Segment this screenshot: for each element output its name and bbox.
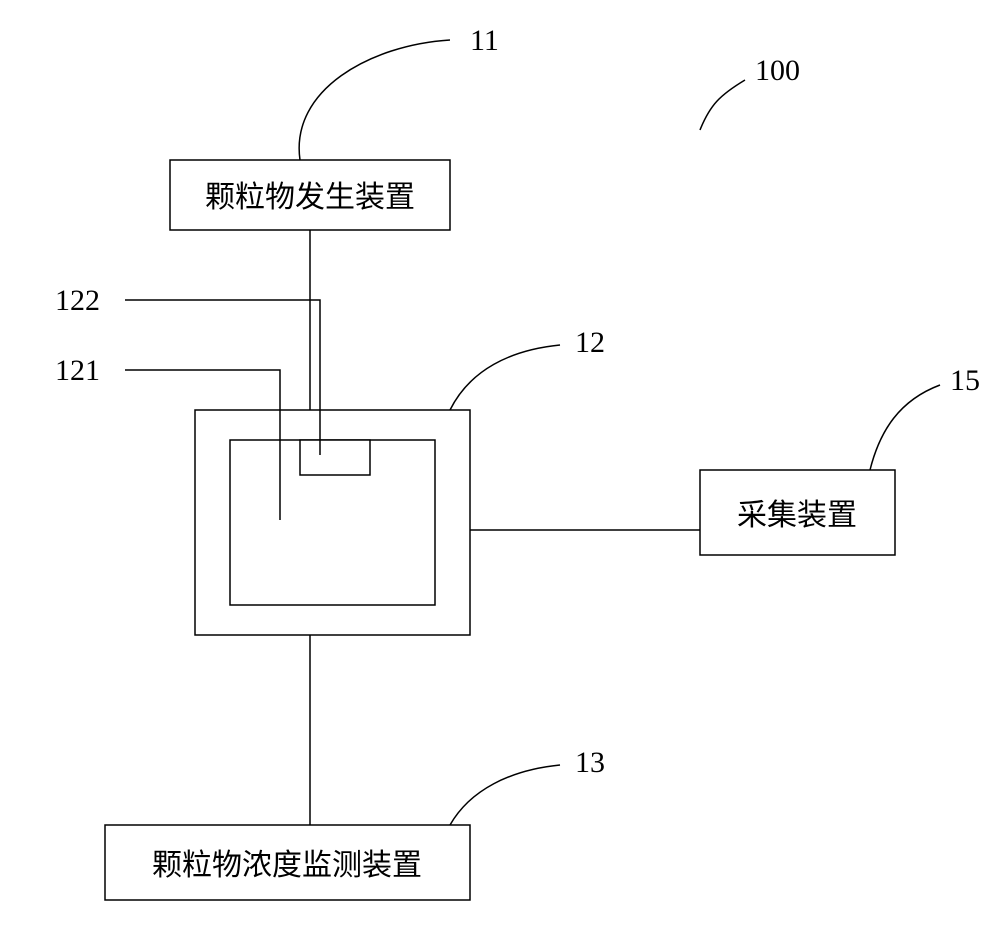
leader-121-label: 121 — [55, 354, 100, 387]
chamber-notch-box — [300, 440, 370, 475]
leader-100-label: 100 — [755, 54, 800, 87]
leader-11 — [299, 40, 450, 160]
leader-13-label: 13 — [575, 746, 605, 779]
leader-12-label: 12 — [575, 326, 605, 359]
leader-122-label: 122 — [55, 284, 100, 317]
leader-15 — [870, 385, 940, 470]
monitor-label: 颗粒物浓度监测装置 — [152, 849, 422, 882]
generator-label: 颗粒物发生装置 — [205, 181, 415, 214]
collector-label: 采集装置 — [737, 499, 857, 532]
leader-11-label: 11 — [470, 24, 499, 57]
leader-100 — [700, 80, 745, 130]
leader-12 — [450, 345, 560, 410]
leader-15-label: 15 — [950, 364, 980, 397]
leader-13 — [450, 765, 560, 825]
